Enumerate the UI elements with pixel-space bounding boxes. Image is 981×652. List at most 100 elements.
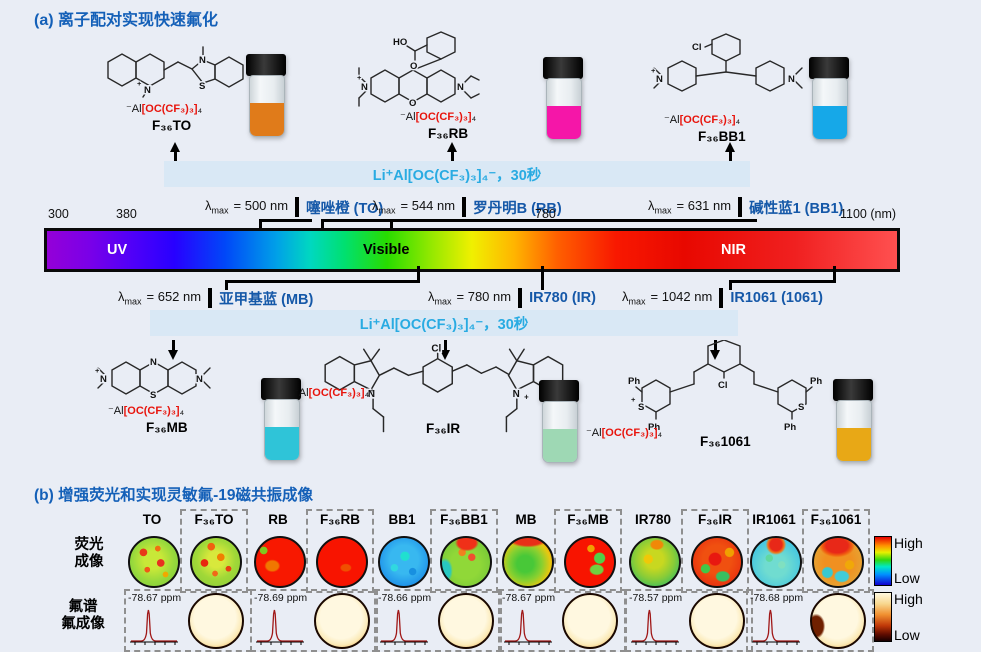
counterion-pre: ⁻Al (664, 114, 680, 126)
f19-image-f36bb1 (438, 593, 494, 649)
vial-liquid-1061 (837, 428, 871, 461)
vial-glass (264, 399, 300, 461)
atom-label: N (788, 74, 795, 85)
lambda-max-value: λmax = 544 nm (372, 198, 456, 216)
atom-label: N (361, 82, 368, 93)
structure-methylene-blue: N S N + N (94, 356, 211, 403)
atom-label: N (368, 389, 375, 400)
ppm-label: -78.67 ppm (128, 592, 182, 604)
fluorescence-image-f361061 (812, 536, 864, 588)
atom-label: Ph (648, 422, 660, 433)
dashed-box-nmr-row (746, 589, 874, 652)
dashed-box-nmr-row (625, 589, 753, 652)
lambda-label-to: λmax = 500 nm 噻唑橙 (TO) (205, 196, 383, 218)
charge-label: + (631, 395, 636, 404)
vial-bb1 (806, 57, 852, 140)
column-label-f36: F₃₆MB (567, 512, 609, 527)
region-uv: UV (107, 242, 128, 258)
fluorescence-image-rb (254, 536, 306, 588)
spectrum-tick-380: 380 (116, 207, 137, 221)
vial-glass (542, 401, 578, 463)
fluorescence-image-f36mb (564, 536, 616, 588)
fluorescence-image-mb (502, 536, 554, 588)
spectrum-tick-780: 780 (535, 207, 556, 221)
connector-line (225, 280, 228, 290)
nmr-spectrum-block: -78.66 ppm (378, 592, 434, 648)
vial-liquid-mb (265, 427, 299, 460)
label-divider (208, 288, 213, 308)
atom-label: S (199, 81, 205, 92)
fluorescence-image-f36ir (691, 536, 743, 588)
connector-line (417, 266, 420, 283)
column-label-f36: F₃₆RB (319, 512, 361, 527)
column-label-f36: F₃₆IR (697, 512, 733, 527)
f19-image-f36to (188, 593, 244, 649)
connector-line (390, 219, 757, 222)
vial-glass (812, 78, 848, 140)
atom-label: Ph (784, 422, 796, 433)
f19-image-f36rb (314, 593, 370, 649)
connector-line (729, 280, 732, 290)
dashed-box-nmr-row (374, 589, 502, 652)
lambda-max-value: λmax = 500 nm (205, 198, 289, 216)
arrow-down-ir (440, 340, 451, 360)
imaging-group-to: TO F₃₆TO -78.67 ppm (124, 509, 252, 652)
imaging-group-mb: MB F₃₆MB -78.67 ppm (498, 509, 626, 652)
connector-line (225, 280, 420, 283)
wavelength-spectrum-bar: UV Visible NIR (44, 228, 900, 272)
dye-cn-to: 噻唑橙 (TO) (306, 200, 384, 217)
counterion-pre: ⁻Al (400, 111, 416, 123)
atom-label: S (150, 390, 156, 401)
vial-cap (539, 380, 579, 402)
dye-cn-mb: 亚甲基蓝 (MB) (219, 291, 314, 308)
atom-label: Ph (810, 376, 822, 387)
vial-cap (261, 378, 301, 400)
vial-liquid-to (250, 103, 284, 136)
region-visible: Visible (363, 242, 410, 258)
fluorescence-image-ir1061 (750, 536, 802, 588)
counterion-post: ₄ (197, 103, 203, 115)
colorbar-jet-high-label: High (894, 535, 923, 551)
connector-line (390, 219, 393, 228)
fluorescence-row-label: 荧光 成像 (68, 537, 110, 571)
lambda-label-bb1: λmax = 631 nm 碱性蓝1 (BB1) (648, 196, 843, 218)
colorbar-hot-high-label: High (894, 591, 923, 607)
label-divider (295, 197, 300, 217)
arrow-down-mb (168, 340, 179, 360)
f19-row-label: 氟谱 氟成像 (56, 599, 110, 633)
fluorescence-image-f36rb (316, 536, 368, 588)
colorbar-hot-low-label: Low (894, 627, 920, 643)
fluorescence-image-to (128, 536, 180, 588)
counterion-red: [OC(CF₃)₃] (679, 114, 736, 126)
dashed-box-nmr-row (250, 589, 378, 652)
nmr-spectrum-block: -78.67 ppm (502, 592, 558, 648)
charge-label: + (95, 366, 100, 375)
nmr-peak-plot (380, 609, 428, 645)
nmr-spectrum-block: -78.69 ppm (254, 592, 310, 648)
dashed-box-f36-column (554, 509, 622, 593)
structure-ir780: Cl N N + (324, 342, 564, 433)
counterion-pre: ⁻Al (586, 427, 602, 439)
counterion-red: [OC(CF₃)₃] (141, 103, 198, 115)
nmr-spectrum-block: -78.68 ppm (750, 592, 806, 648)
atom-label: Ph (628, 376, 640, 387)
counterion-1061: ⁻Al[OC(CF₃)₃]₄ (586, 426, 662, 439)
counterion-pre: ⁻Al (293, 387, 309, 399)
vial-glass (836, 400, 872, 462)
ppm-label: -78.68 ppm (750, 592, 804, 604)
atom-label: N (196, 374, 203, 385)
counterion-red: [OC(CF₃)₃] (123, 405, 180, 417)
dye-cn-rb: 罗丹明B (RB) (473, 200, 562, 217)
spectrum-tick-1100: 1100 (nm) (840, 207, 897, 221)
connector-line (259, 219, 312, 222)
atom-label: N (656, 74, 663, 85)
colorbar-jet-low-label: Low (894, 570, 920, 586)
vial-liquid-rb (547, 106, 581, 139)
lambda-label-ir780: λmax = 780 nm IR780 (IR) (428, 287, 596, 309)
lambda-label-ir1061: λmax = 1042 nm IR1061 (1061) (622, 287, 823, 309)
dashed-box-f36-column (681, 509, 749, 593)
connector-line (259, 219, 262, 228)
lambda-label-mb: λmax = 652 nm 亚甲基蓝 (MB) (118, 287, 313, 309)
dye-cn-ir1061: IR1061 (1061) (730, 290, 824, 306)
vial-ir (536, 380, 582, 463)
